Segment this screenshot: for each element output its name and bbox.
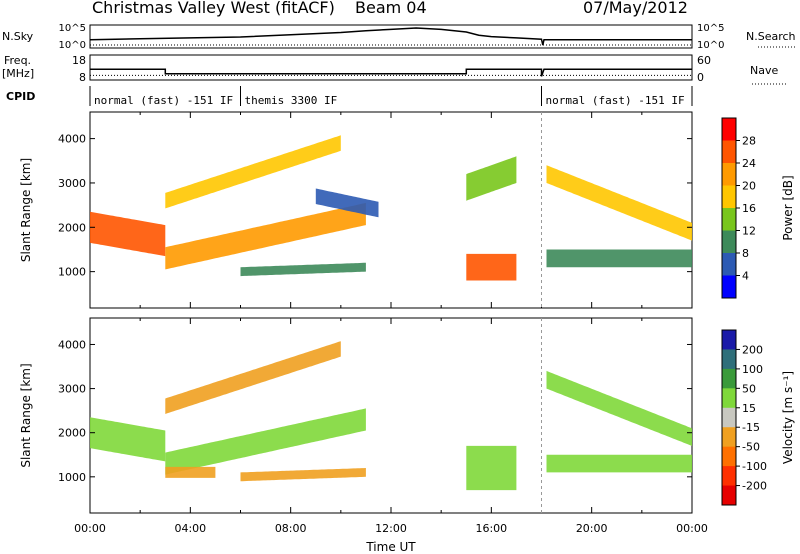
velocity-colorbar-swatch [722,368,736,389]
velocity-panel-band [165,466,216,478]
power-colorbar-tick-label: 4 [742,270,749,283]
velocity-panel-band [165,408,366,475]
nsearch-tick-top: 10^5 [697,23,724,34]
freq-tick-bottom: 8 [79,71,86,84]
nsky-trace [89,27,692,46]
power-colorbar-tick-label: 24 [742,157,756,170]
power-panel-frame [89,111,693,309]
power-panel-band [240,262,366,277]
date-title: 07/May/2012 [583,0,688,17]
nave-tick-top: 60 [697,54,711,67]
power-panel-band [466,253,517,281]
velocity-panel-band [466,445,517,491]
velocity-panel-frame [89,317,693,514]
power-colorbar-tick-label: 8 [742,247,749,260]
power-colorbar-tick-label: 20 [742,180,756,193]
freq-tick-top: 18 [72,54,86,67]
power-panel-band [546,249,692,268]
power-panel-band [90,211,166,257]
velocity-colorbar-tick-label: 50 [742,382,756,395]
velocity-panel-ytick-label: 4000 [58,338,86,351]
velocity-panel-band [546,370,692,446]
power-colorbar-swatch [722,118,736,141]
velocity-colorbar-tick-label: -100 [742,460,767,473]
power-colorbar-tick-label: 12 [742,225,756,238]
velocity-colorbar-tick-label: 100 [742,363,763,376]
velocity-panel-ylabel: Slant Range [km] [19,363,33,467]
time-tick-label: 00:00 [676,522,708,535]
nsky-tick-top: 10^5 [59,23,86,34]
velocity-panel-band [240,468,366,482]
velocity-colorbar-frame [721,329,737,506]
velocity-colorbar-swatch [722,330,736,350]
power-panel-ylabel: Slant Range [km] [19,158,33,262]
velocity-colorbar-title: Velocity [m s⁻¹] [781,371,795,464]
nsky-frame [89,24,693,49]
power-panel-band [165,135,341,209]
nave-label: Nave [750,64,778,77]
power-colorbar-swatch [722,185,736,209]
velocity-colorbar-tick-label: -200 [742,480,767,493]
power-panel-band [546,165,692,241]
power-panel-ytick-label: 4000 [58,133,86,146]
station-title: Christmas Valley West (fitACF) [92,0,335,17]
velocity-panel-ytick-label: 3000 [58,383,86,396]
velocity-panel-ytick-label: 2000 [58,427,86,440]
velocity-colorbar-swatch [722,388,736,409]
power-colorbar-swatch [722,230,736,254]
freq-trace [90,68,692,77]
power-colorbar-tick-label: 16 [742,202,756,215]
power-colorbar-swatch [722,208,736,231]
velocity-colorbar-tick-label: -50 [742,441,760,454]
velocity-colorbar-swatch [722,446,736,467]
velocity-colorbar-swatch [722,466,736,487]
velocity-panel-ytick-label: 1000 [58,471,86,484]
freq-frame [89,54,693,81]
time-tick-label: 16:00 [475,522,507,535]
nsearch-label: N.Search [746,30,796,43]
nsky-label: N.Sky [2,30,34,43]
time-tick-label: 12:00 [375,522,407,535]
power-panel-band [165,202,366,270]
time-tick-label: 00:00 [74,522,106,535]
power-panel-ytick-label: 3000 [58,177,86,190]
cpid-segment-label: normal (fast) -151 IF [94,94,233,107]
velocity-colorbar-tick-label: 15 [742,402,756,415]
velocity-colorbar-swatch [722,349,736,370]
velocity-colorbar-tick-label: 200 [742,343,763,356]
nsky-tick-bottom: 10^0 [59,40,86,51]
velocity-panel-band [165,341,341,414]
power-colorbar-swatch [722,275,736,299]
power-colorbar-tick-label: 28 [742,135,756,148]
cpid-segment-label: themis 3300 IF [245,94,338,107]
freq-label-line1: Freq. [4,54,31,67]
beam-title: Beam 04 [355,0,427,17]
velocity-colorbar-tick-label: -15 [742,421,760,434]
time-tick-label: 08:00 [275,522,307,535]
nsearch-tick-bottom: 10^0 [697,40,724,51]
power-panel-ytick-label: 1000 [58,266,86,279]
time-tick-label: 20:00 [576,522,608,535]
power-panel-band [315,188,379,218]
power-panel-ytick-label: 2000 [58,221,86,234]
freq-label-line2: [MHz] [2,67,34,80]
power-panel-band [466,156,517,201]
velocity-panel-band [90,417,166,462]
velocity-colorbar-swatch [722,427,736,448]
power-colorbar-swatch [722,253,736,276]
time-tick-label: 04:00 [174,522,206,535]
nave-tick-bottom: 0 [697,71,704,84]
velocity-panel-band [546,454,692,473]
x-axis-label: Time UT [365,540,416,554]
power-colorbar-swatch [722,140,736,164]
velocity-colorbar-swatch [722,407,736,428]
cpid-label: CPID [6,90,35,103]
power-colorbar-title: Power [dB] [781,175,795,240]
power-colorbar-swatch [722,163,736,186]
velocity-colorbar-swatch [722,485,736,506]
cpid-segment-label: normal (fast) -151 IF [546,94,685,107]
